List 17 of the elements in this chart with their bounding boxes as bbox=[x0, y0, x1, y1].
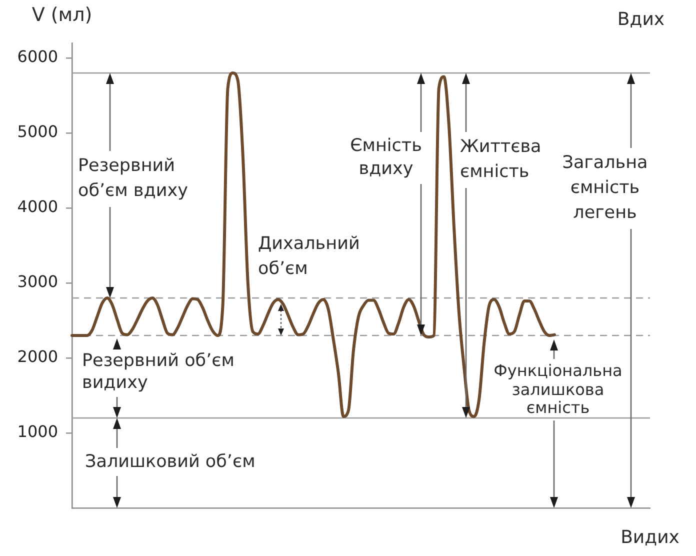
annotation: Залишковий об’єм bbox=[85, 451, 256, 473]
y-tick-label: 1000 bbox=[17, 422, 58, 442]
annotation: Дихальний об’єм bbox=[258, 233, 361, 281]
annotation: Ємність вдиху bbox=[350, 135, 422, 181]
y-tick-label: 3000 bbox=[17, 272, 58, 292]
annotation: Функціональна залишкова ємність bbox=[493, 361, 623, 418]
annotation: Резервний об’єм вдиху bbox=[78, 155, 189, 203]
y-tick-label: 5000 bbox=[17, 122, 58, 142]
annotation: Життєва ємність bbox=[460, 136, 542, 184]
y-tick-label: 2000 bbox=[17, 347, 58, 366]
y-tick-label: 6000 bbox=[17, 47, 58, 66]
annotation: Загальна ємність легень bbox=[562, 152, 648, 225]
y-axis-title: V (мл) bbox=[32, 4, 92, 26]
text: Вдих bbox=[616, 9, 666, 31]
annotation: Резервний об’єм видиху bbox=[82, 350, 236, 394]
text: Видих bbox=[620, 527, 680, 549]
y-tick-label: 4000 bbox=[17, 197, 58, 216]
